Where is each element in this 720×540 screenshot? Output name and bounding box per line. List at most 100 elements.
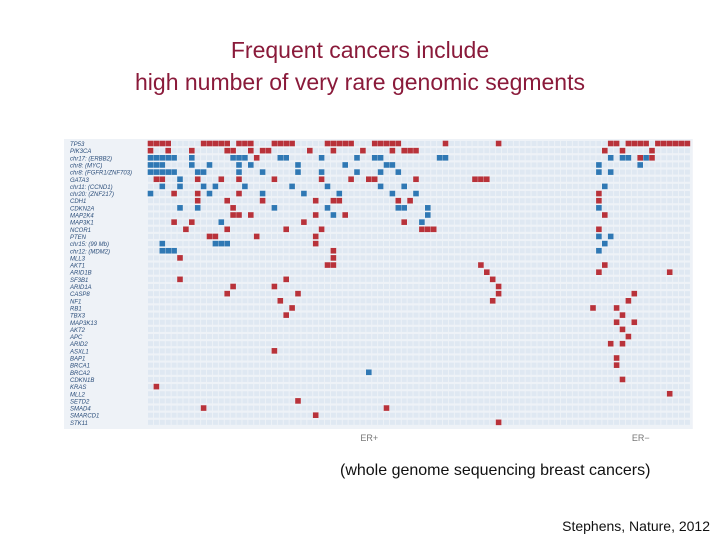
empty-cell — [425, 169, 431, 175]
empty-cell — [614, 255, 620, 261]
empty-cell — [679, 334, 684, 340]
empty-cell — [336, 391, 342, 397]
empty-cell — [165, 362, 171, 368]
empty-cell — [649, 262, 655, 268]
empty-cell — [631, 148, 637, 154]
empty-cell — [195, 362, 201, 368]
gene-label: RB1 — [70, 306, 82, 312]
empty-cell — [684, 205, 690, 211]
empty-cell — [248, 248, 254, 254]
empty-cell — [448, 341, 454, 347]
empty-cell — [466, 183, 472, 189]
empty-cell — [543, 412, 549, 418]
empty-cell — [578, 419, 584, 425]
empty-cell — [684, 226, 690, 232]
empty-cell — [378, 191, 384, 197]
empty-cell — [378, 255, 384, 261]
empty-cell — [201, 326, 207, 332]
copy-number-cell — [147, 190, 154, 197]
empty-cell — [171, 391, 177, 397]
empty-cell — [608, 176, 614, 182]
empty-cell — [307, 226, 313, 232]
empty-cell — [153, 284, 159, 289]
empty-cell — [643, 298, 649, 304]
copy-number-cell — [318, 169, 325, 175]
empty-cell — [201, 291, 207, 297]
empty-cell — [171, 284, 177, 289]
empty-cell — [502, 284, 507, 289]
empty-cell — [443, 398, 448, 404]
empty-cell — [201, 384, 207, 390]
empty-cell — [437, 148, 443, 154]
empty-cell — [484, 155, 490, 161]
empty-cell — [224, 341, 230, 347]
empty-cell — [354, 312, 360, 318]
empty-cell — [189, 262, 195, 268]
empty-cell — [437, 248, 443, 254]
empty-cell — [342, 248, 348, 254]
empty-cell — [165, 212, 171, 218]
empty-cell — [466, 419, 472, 425]
empty-cell — [289, 248, 295, 254]
empty-cell — [271, 334, 277, 340]
empty-cell — [596, 155, 602, 161]
empty-cell — [555, 412, 561, 418]
empty-cell — [283, 255, 289, 261]
citation: Stephens, Nature, 2012 — [562, 518, 710, 534]
empty-cell — [177, 384, 183, 390]
mutation-cell — [619, 340, 626, 347]
empty-cell — [513, 205, 519, 211]
empty-cell — [218, 205, 224, 211]
empty-cell — [472, 255, 478, 261]
empty-cell — [431, 284, 437, 289]
empty-cell — [407, 326, 413, 332]
empty-cell — [490, 412, 496, 418]
empty-cell — [348, 212, 354, 218]
empty-cell — [330, 162, 336, 168]
empty-cell — [372, 334, 378, 340]
empty-cell — [295, 362, 301, 368]
empty-cell — [401, 226, 407, 232]
empty-cell — [431, 334, 437, 340]
empty-cell — [325, 341, 330, 347]
empty-cell — [608, 405, 614, 411]
empty-cell — [525, 298, 531, 304]
mutation-cell — [153, 383, 160, 390]
empty-cell — [649, 169, 655, 175]
empty-cell — [171, 341, 177, 347]
empty-cell — [395, 319, 401, 325]
empty-cell — [684, 176, 690, 182]
empty-cell — [684, 376, 690, 382]
empty-cell — [195, 226, 201, 232]
empty-cell — [325, 241, 330, 247]
empty-cell — [507, 262, 513, 268]
empty-cell — [584, 291, 590, 297]
empty-cell — [655, 355, 661, 361]
empty-cell — [620, 198, 625, 204]
empty-cell — [431, 298, 437, 304]
empty-cell — [631, 305, 637, 311]
empty-cell — [525, 162, 531, 168]
empty-cell — [395, 355, 401, 361]
empty-cell — [537, 155, 543, 161]
empty-cell — [620, 141, 625, 146]
empty-cell — [301, 183, 307, 189]
mutation-cell — [625, 298, 632, 304]
empty-cell — [218, 226, 224, 232]
empty-cell — [655, 398, 661, 404]
empty-cell — [566, 148, 572, 154]
empty-cell — [277, 212, 283, 218]
empty-cell — [301, 205, 307, 211]
empty-cell — [153, 334, 159, 340]
empty-cell — [171, 326, 177, 332]
empty-cell — [655, 162, 661, 168]
empty-cell — [201, 276, 207, 282]
empty-cell — [596, 362, 602, 368]
empty-cell — [578, 205, 584, 211]
mutation-cell — [153, 176, 160, 183]
empty-cell — [519, 176, 525, 182]
empty-cell — [419, 176, 425, 182]
empty-cell — [330, 312, 336, 318]
empty-cell — [336, 412, 342, 418]
empty-cell — [159, 269, 165, 275]
